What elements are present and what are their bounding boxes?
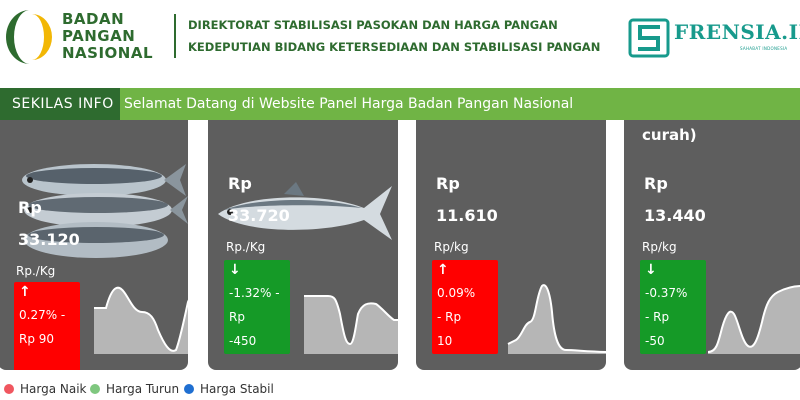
card-2-change-extra: -450 <box>229 334 257 348</box>
price-cards: Rp 33.120 Rp./Kg ↑ 0.27% - Rp 90 Rp <box>0 120 800 376</box>
legend-dot-green-icon <box>90 384 100 394</box>
card-1-change-pct: 0.27% - <box>19 308 66 322</box>
card-4-change-badge: ↓ -0.37% - Rp -50 <box>640 260 706 354</box>
price-card-4[interactable]: curah) Rp 13.440 Rp/kg ↓ -0.37% - Rp -50 <box>624 120 800 370</box>
header-divider <box>174 14 176 58</box>
card-1-currency: Rp <box>18 198 42 217</box>
arrow-up-icon: ↑ <box>437 262 449 278</box>
agency-deputy: KEDEPUTIAN BIDANG KETERSEDIAAN DAN STABI… <box>188 40 601 54</box>
legend-item-turun: Harga Turun <box>90 382 179 396</box>
fish-pile-image-icon <box>22 164 188 258</box>
price-card-3[interactable]: Rp 11.610 Rp/kg ↑ 0.09% - Rp 10 <box>416 120 606 370</box>
card-2-change-pct: -1.32% - <box>229 286 280 300</box>
card-1-price: 33.120 <box>18 230 80 249</box>
legend: Harga Naik Harga Turun Harga Stabil <box>0 380 800 400</box>
card-3-currency: Rp <box>436 174 460 193</box>
card-1-sparkline <box>94 286 188 354</box>
card-4-currency: Rp <box>644 174 668 193</box>
agency-directorate: DIREKTORAT STABILISASI PASOKAN DAN HARGA… <box>188 18 558 32</box>
card-4-price: 13.440 <box>644 206 706 225</box>
card-3-unit: Rp/kg <box>434 240 469 254</box>
card-2-sparkline <box>304 295 398 354</box>
arrow-down-icon: ↓ <box>229 262 241 278</box>
legend-label-naik: Harga Naik <box>20 382 87 396</box>
card-2-unit: Rp./Kg <box>226 240 266 254</box>
card-1-change-amount: Rp 90 <box>19 332 55 346</box>
card-4-sparkline <box>708 285 800 354</box>
arrow-down-icon: ↓ <box>645 262 657 278</box>
card-3-change-pct: 0.09% <box>437 286 476 300</box>
card-2-currency: Rp <box>228 174 252 193</box>
arrow-up-icon: ↑ <box>19 284 31 300</box>
card-4-title: curah) <box>642 126 697 144</box>
price-card-2[interactable]: Rp 33.720 Rp./Kg ↓ -1.32% - Rp -450 <box>208 120 398 370</box>
legend-dot-red-icon <box>4 384 14 394</box>
legend-item-naik: Harga Naik <box>4 382 87 396</box>
ticker-message[interactable]: Selamat Datang di Website Panel Harga Ba… <box>124 96 574 112</box>
card-4-unit: Rp/kg <box>642 240 677 254</box>
partner-name: FRENSIA.ID <box>674 20 800 44</box>
card-2-price: 33.720 <box>228 206 290 225</box>
site-header: BADAN PANGAN NASIONAL DIREKTORAT STABILI… <box>0 0 800 88</box>
ticker-label: SEKILAS INFO <box>0 88 120 120</box>
partner-logo[interactable]: FRENSIA.ID SAHABAT INDONESIA <box>628 16 800 62</box>
card-1-change-badge: ↑ 0.27% - Rp 90 <box>14 282 80 370</box>
legend-item-stabil: Harga Stabil <box>184 382 274 396</box>
card-2-change-amount: Rp <box>229 310 245 324</box>
card-3-sparkline <box>507 284 606 354</box>
logo-wordmark: BADAN PANGAN NASIONAL <box>62 11 172 62</box>
logo-line-2: PANGAN <box>62 27 136 45</box>
news-ticker: SEKILAS INFO Selamat Datang di Website P… <box>0 88 800 120</box>
partner-tagline: SAHABAT INDONESIA <box>740 46 788 51</box>
card-3-change-badge: ↑ 0.09% - Rp 10 <box>432 260 498 354</box>
card-4-change-amount: - Rp <box>645 310 670 324</box>
logo-line-3: NASIONAL <box>62 44 154 62</box>
logo-line-1: BADAN <box>62 10 125 28</box>
legend-label-turun: Harga Turun <box>106 382 180 396</box>
price-card-1[interactable]: Rp 33.120 Rp./Kg ↑ 0.27% - Rp 90 <box>0 120 188 370</box>
card-3-price: 11.610 <box>436 206 498 225</box>
card-1-unit: Rp./Kg <box>16 264 56 278</box>
card-4-change-pct: -0.37% <box>645 286 688 300</box>
legend-dot-blue-icon <box>184 384 194 394</box>
frensia-emblem-icon <box>628 18 670 58</box>
card-3-change-extra: 10 <box>437 334 453 348</box>
badan-pangan-logo-icon[interactable] <box>4 6 56 68</box>
legend-label-stabil: Harga Stabil <box>200 382 274 396</box>
card-4-change-extra: -50 <box>645 334 665 348</box>
agency-titles: DIREKTORAT STABILISASI PASOKAN DAN HARGA… <box>188 14 608 58</box>
milkfish-image-icon <box>218 182 392 240</box>
card-2-change-badge: ↓ -1.32% - Rp -450 <box>224 260 290 354</box>
card-3-change-amount: - Rp <box>437 310 462 324</box>
